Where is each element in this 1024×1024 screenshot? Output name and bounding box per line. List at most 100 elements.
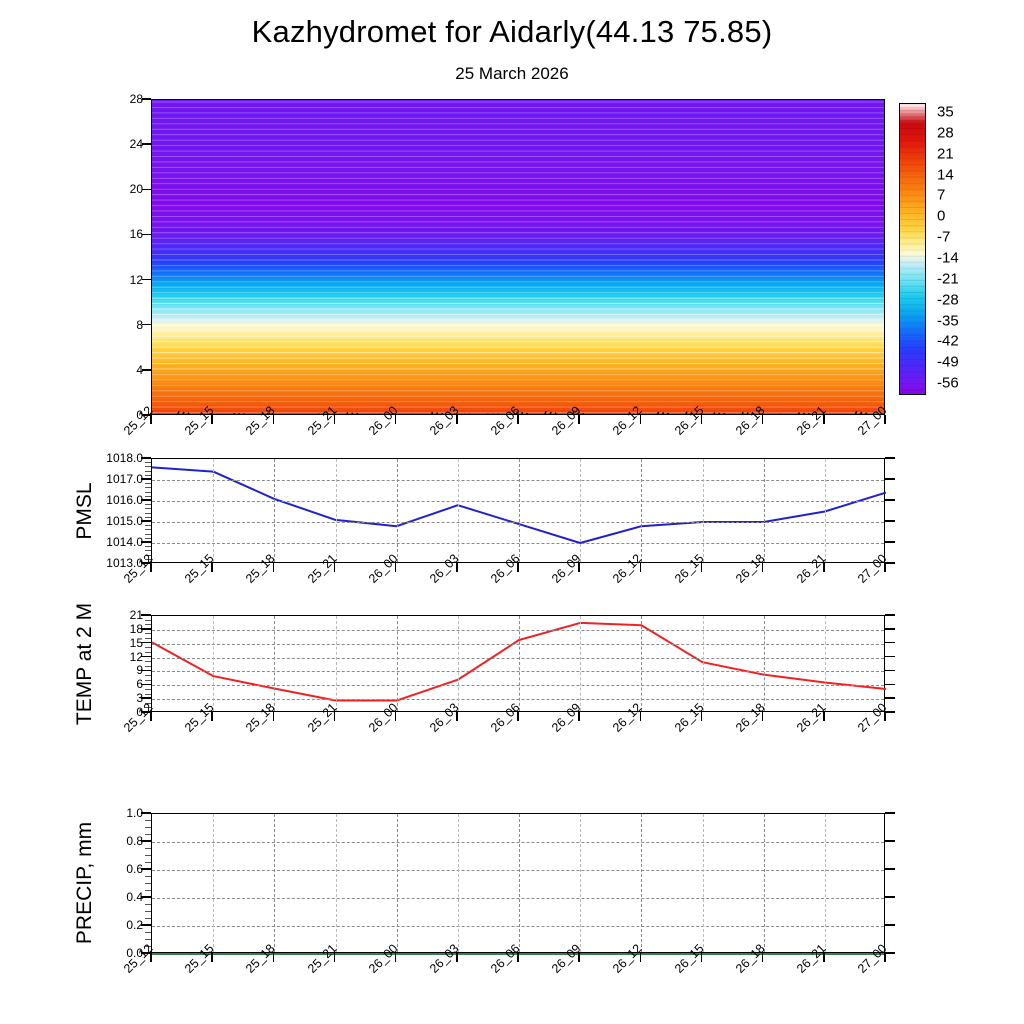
v-gridline [213, 459, 215, 562]
x-tick-label: 26_15 [671, 700, 706, 735]
v-gridline [396, 616, 398, 711]
y-tick-minor [145, 516, 151, 518]
y-tick [141, 711, 151, 713]
x-tick [578, 415, 580, 424]
y-tick-label: 24 [129, 137, 143, 152]
x-tick [884, 563, 886, 572]
x-tick [150, 563, 152, 572]
x-tick [211, 953, 213, 962]
y-tick-minor [145, 904, 151, 905]
y-tick-label: 4 [136, 362, 143, 377]
y-tick [141, 840, 151, 842]
y-tick-minor [145, 546, 151, 548]
y-tick-label: 1014.0 [106, 535, 143, 549]
y-tick-right [885, 628, 895, 630]
colorbar-tick-label: -49 [937, 353, 959, 371]
v-gridline [274, 814, 276, 952]
x-tick [517, 953, 519, 962]
h-gridline [152, 870, 884, 871]
y-tick [141, 520, 151, 522]
x-tick-label: 26_21 [793, 700, 829, 735]
y-tick-minor [145, 862, 151, 863]
y-tick-label: 0.2 [126, 918, 143, 932]
y-tick-right [885, 499, 895, 501]
h-gridline [152, 643, 884, 645]
x-tick [578, 563, 580, 572]
v-gridline [641, 814, 643, 952]
x-tick [639, 953, 642, 962]
x-tick-label: 26_09 [549, 551, 584, 586]
colorbar-gradient [899, 103, 926, 395]
h-gridline [152, 543, 884, 544]
x-tick [456, 415, 458, 424]
y-tick-right [885, 697, 895, 699]
y-tick-minor [145, 883, 151, 884]
pmsl-plot-area [151, 458, 887, 563]
y-tick-minor [145, 707, 151, 709]
y-tick-minor [145, 848, 151, 849]
v-gridline [396, 459, 398, 562]
y-tick-label: 1015.0 [106, 514, 143, 528]
x-tick [823, 563, 825, 572]
y-tick-right [885, 840, 895, 842]
h-gridline [152, 842, 884, 843]
y-tick-minor [145, 508, 151, 510]
precip-plot-area [151, 813, 886, 955]
h-gridline [152, 657, 884, 659]
v-gridline [763, 459, 765, 562]
temperature-colorbar: 35 28 21 14 7 0 -7 -14 -21 -28 -35 -42 -49 -56 [0, 0, 1024, 470]
y-tick-minor [145, 638, 151, 640]
y-tick [142, 143, 151, 145]
y-tick-minor [145, 537, 151, 539]
y-tick-minor [145, 688, 151, 690]
y-tick [141, 614, 151, 616]
colorbar-tick-label: 14 [937, 166, 954, 183]
y-tick-minor [145, 533, 151, 535]
y-tick-label: 0.8 [126, 834, 143, 848]
y-tick-right [885, 655, 895, 658]
x-tick [517, 712, 519, 721]
x-tick [211, 415, 213, 424]
x-tick [639, 563, 642, 572]
x-tick-label: 25_18 [243, 941, 278, 976]
y-tick-minor [145, 474, 151, 476]
y-tick-minor [145, 550, 151, 552]
y-tick-minor [145, 554, 151, 556]
v-gridline [335, 814, 337, 952]
x-tick-label: 26_12 [610, 700, 645, 735]
v-gridline [824, 814, 826, 952]
page-title: Kazhydromet for Aidarly(44.13 75.85) [251, 14, 773, 49]
y-tick-minor [145, 890, 151, 891]
v-gridline [702, 459, 704, 562]
v-gridline [457, 616, 459, 711]
y-tick-label: 1013.0 [106, 556, 143, 570]
x-tick-label: 26_03 [426, 700, 462, 735]
y-tick-minor [145, 876, 151, 877]
y-tick-label: 0.0 [126, 946, 143, 960]
x-tick-label: 25_21 [304, 941, 339, 976]
y-tick-minor [145, 470, 151, 472]
x-tick-label: 27_00 [855, 700, 890, 735]
x-tick [272, 712, 275, 721]
x-tick-label: 25_21 [304, 551, 339, 586]
y-tick-minor [145, 512, 151, 514]
x-tick-label: 26_21 [793, 941, 829, 976]
v-gridline [335, 616, 337, 711]
y-tick-minor [145, 525, 151, 527]
x-tick-label: 26_18 [732, 551, 768, 586]
y-tick-minor [145, 529, 151, 531]
y-tick-minor [145, 675, 151, 677]
y-tick-minor [145, 932, 151, 933]
y-tick [141, 683, 151, 685]
y-tick-minor [145, 834, 151, 835]
axis-title: TEMP at 2 M [73, 602, 96, 725]
y-tick-minor [145, 911, 151, 912]
x-tick [333, 712, 336, 721]
colorbar-tick-label: -14 [937, 249, 959, 267]
x-tick [884, 712, 886, 721]
x-tick [639, 712, 642, 721]
x-tick [150, 712, 152, 721]
y-tick-label: 1017.0 [106, 472, 143, 486]
v-gridline [763, 616, 765, 711]
colorbar-tick-label: 21 [937, 145, 954, 163]
